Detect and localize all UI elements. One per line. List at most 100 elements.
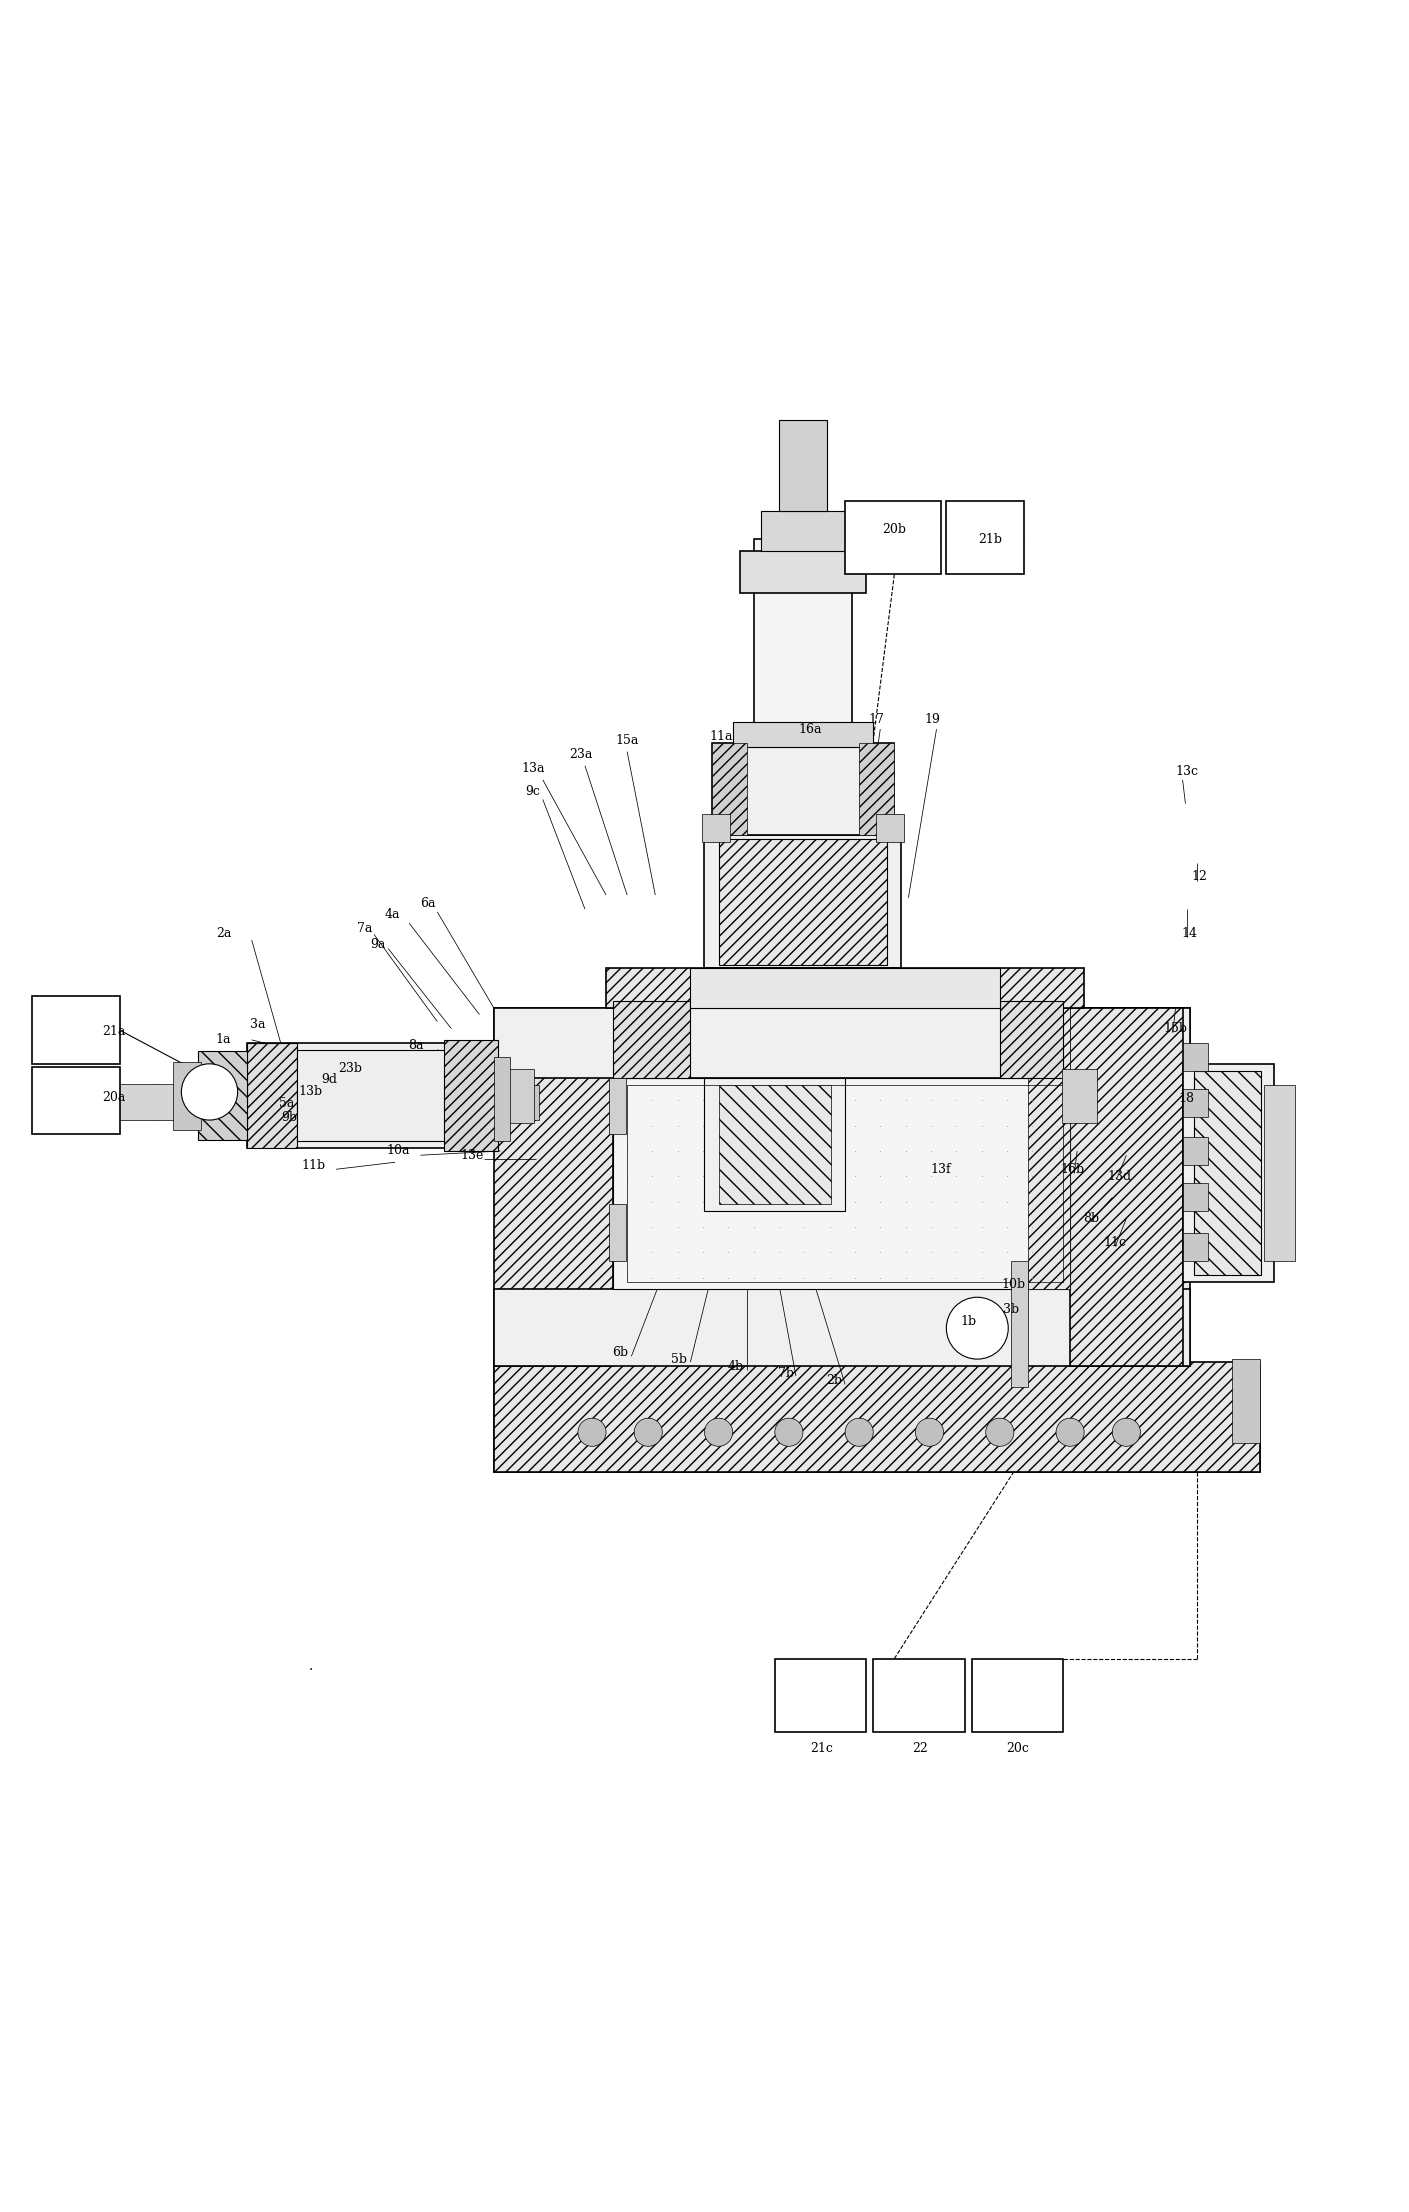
Text: 3b: 3b (1003, 1303, 1019, 1316)
Bar (704, 1077, 845, 1212)
Circle shape (578, 1418, 606, 1447)
Text: 9d: 9d (321, 1073, 337, 1086)
Text: 16b: 16b (1061, 1164, 1085, 1177)
Bar (493, 1290, 1189, 1367)
Bar (513, 1084, 538, 1119)
Bar (248, 1042, 493, 1148)
Bar (493, 1057, 510, 1141)
Text: 6a: 6a (420, 898, 435, 909)
Bar (297, 1051, 493, 1141)
Bar (859, 743, 895, 834)
Bar (775, 1659, 867, 1732)
Bar (1064, 1084, 1089, 1119)
Bar (613, 1000, 690, 1077)
Text: 11b: 11b (302, 1159, 325, 1172)
Bar (606, 969, 1084, 1006)
Text: 13b: 13b (299, 1086, 323, 1099)
Text: 11c: 11c (1103, 1237, 1127, 1250)
Text: 23b: 23b (338, 1062, 362, 1075)
Bar (704, 834, 902, 969)
Text: 9b: 9b (282, 1110, 297, 1124)
Text: 21a: 21a (103, 1024, 125, 1037)
Bar (627, 1084, 1062, 1281)
Circle shape (845, 1418, 874, 1447)
Text: 18: 18 (1179, 1093, 1195, 1106)
Bar (248, 1042, 297, 1148)
Text: 3a: 3a (249, 1018, 265, 1031)
Text: 13c: 13c (1175, 765, 1198, 779)
Bar (1231, 1358, 1260, 1444)
Bar (1069, 1006, 1189, 1367)
Bar (1182, 1064, 1274, 1281)
Circle shape (986, 1418, 1014, 1447)
Bar (493, 1363, 1260, 1471)
Text: 2b: 2b (826, 1374, 841, 1387)
Text: 21c: 21c (810, 1743, 833, 1754)
Text: 6b: 6b (612, 1345, 628, 1358)
Circle shape (775, 1418, 803, 1447)
Bar (199, 1051, 248, 1139)
Text: 15b: 15b (1164, 1022, 1188, 1035)
Text: 4b: 4b (727, 1360, 744, 1374)
Bar (972, 1659, 1062, 1732)
Text: 4a: 4a (385, 909, 400, 920)
Circle shape (947, 1296, 1009, 1358)
Bar (499, 1068, 534, 1124)
Bar (712, 743, 747, 834)
Bar (845, 502, 941, 575)
Bar (876, 814, 905, 841)
Text: 13a: 13a (521, 761, 545, 774)
Circle shape (1057, 1418, 1084, 1447)
Bar (719, 1084, 831, 1206)
Bar (947, 502, 1024, 575)
Bar (1182, 1137, 1208, 1166)
Circle shape (634, 1418, 662, 1447)
Bar (1264, 1084, 1295, 1261)
Text: 20b: 20b (882, 522, 906, 535)
Bar (1069, 1006, 1182, 1367)
Text: 8a: 8a (409, 1040, 424, 1053)
Bar (493, 1367, 1260, 1471)
Text: 9c: 9c (526, 785, 541, 799)
Bar (754, 540, 852, 743)
Text: 16a: 16a (799, 723, 821, 737)
Text: 5a: 5a (279, 1097, 294, 1110)
Bar (702, 814, 730, 841)
Circle shape (704, 1418, 733, 1447)
Bar (1182, 1042, 1208, 1071)
Text: 12: 12 (1192, 869, 1208, 883)
Bar (613, 1077, 1069, 1290)
Bar (32, 995, 120, 1064)
Text: 13e: 13e (461, 1148, 485, 1161)
Bar (690, 969, 1000, 1006)
Bar (173, 1062, 201, 1130)
Text: 15a: 15a (616, 734, 638, 748)
Bar (874, 1659, 965, 1732)
Text: 5b: 5b (671, 1352, 688, 1365)
Circle shape (182, 1064, 238, 1119)
Text: 10b: 10b (1002, 1279, 1026, 1292)
Text: 22: 22 (912, 1743, 927, 1754)
Text: 23a: 23a (569, 748, 592, 761)
Bar (779, 420, 827, 511)
Bar (733, 721, 874, 748)
Text: 17: 17 (868, 712, 883, 726)
Bar (1182, 1088, 1208, 1117)
Bar (1193, 1071, 1261, 1274)
Text: 19: 19 (924, 712, 940, 726)
Bar (740, 551, 867, 593)
Text: 1b: 1b (961, 1314, 976, 1327)
Text: 10a: 10a (386, 1144, 410, 1157)
Text: 20c: 20c (1006, 1743, 1030, 1754)
Bar (712, 743, 895, 834)
Text: 1a: 1a (216, 1033, 231, 1046)
Circle shape (1112, 1418, 1140, 1447)
Text: 13f: 13f (930, 1164, 951, 1177)
Text: 7a: 7a (356, 922, 372, 936)
Bar (1061, 1068, 1096, 1124)
Bar (1000, 1000, 1062, 1077)
Bar (493, 1006, 613, 1367)
Text: 11a: 11a (710, 730, 733, 743)
Circle shape (916, 1418, 944, 1447)
Bar (719, 838, 888, 964)
